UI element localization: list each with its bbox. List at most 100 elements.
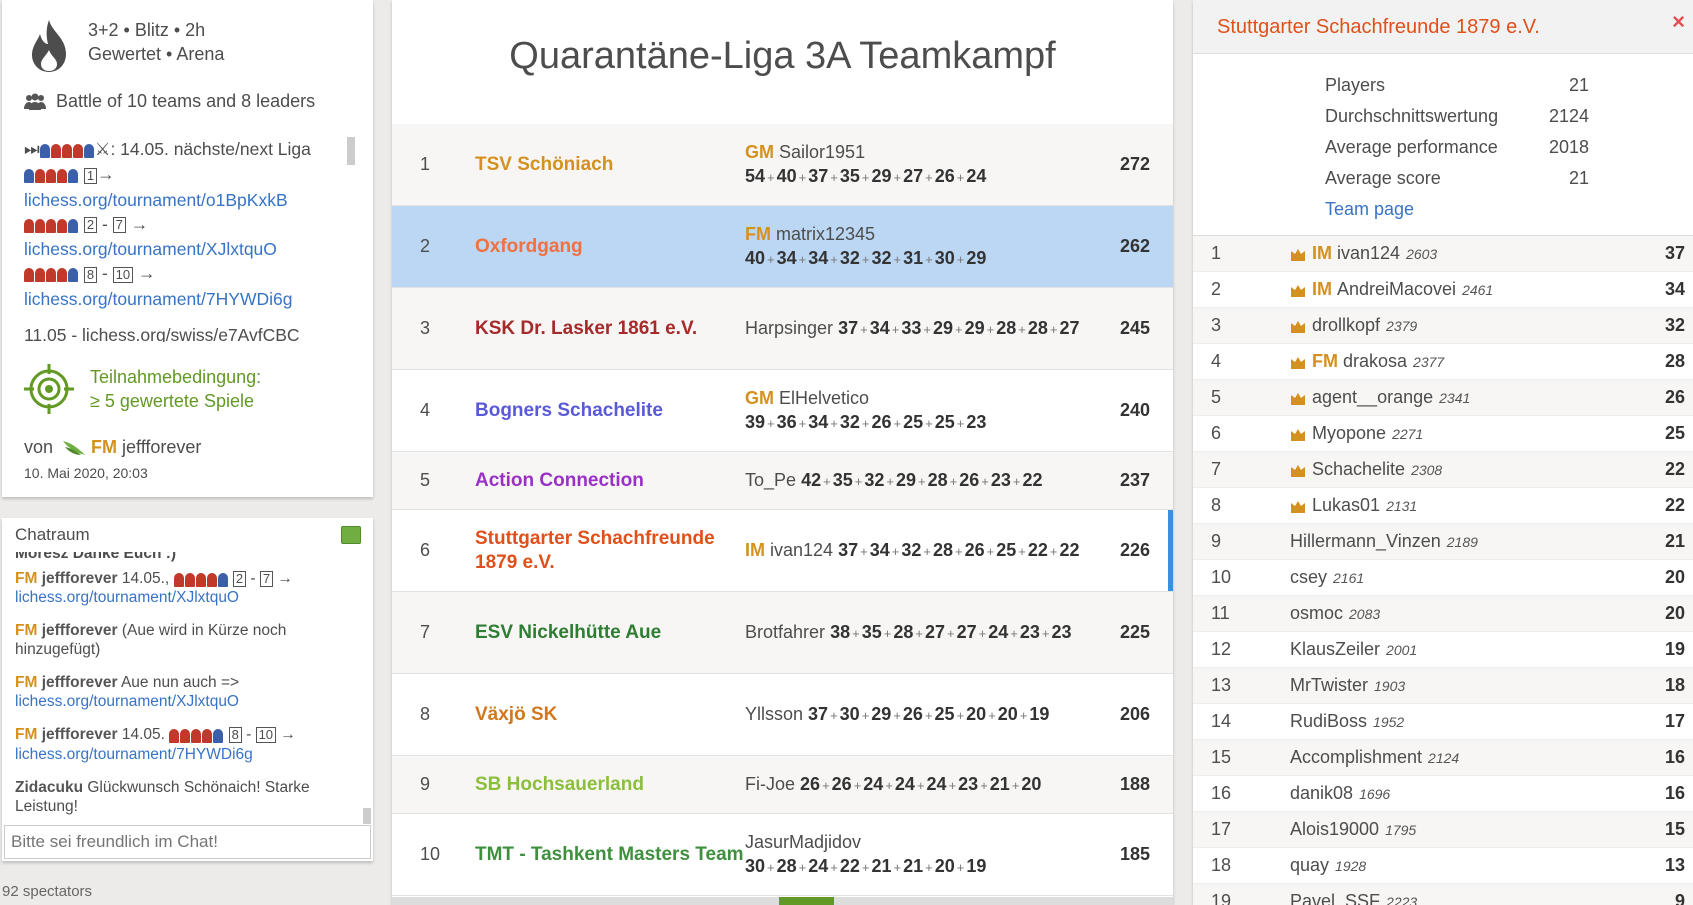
player-name[interactable]: quay — [1290, 855, 1330, 875]
standing-row[interactable]: 7 ESV Nickelhütte Aue Brotfahrer 38 +35 +28 +… — [392, 592, 1173, 674]
chat-user[interactable]: jeffforever — [41, 570, 118, 587]
team-player-row[interactable]: 3 drollkopf 2379 32 — [1193, 308, 1693, 344]
pawns-icon — [24, 164, 79, 188]
player-name[interactable]: drollkopf — [1312, 315, 1381, 335]
team-player-row[interactable]: 11 osmoc 2083 20 — [1193, 596, 1693, 632]
team-name[interactable]: Stuttgarter Schachfreunde 1879 e.V. — [475, 527, 715, 573]
team-player-row[interactable]: 1 IM ivan124 2603 37 — [1193, 236, 1693, 272]
player-name[interactable]: Schachelite — [1312, 459, 1406, 479]
player-name[interactable]: danik08 — [1290, 783, 1354, 803]
team-name[interactable]: Växjö SK — [475, 703, 558, 725]
leader-name[interactable]: Harpsinger — [745, 317, 834, 338]
team-player-row[interactable]: 7 Schachelite 2308 22 — [1193, 452, 1693, 488]
team-player-row[interactable]: 2 IM AndreiMacovei 2461 34 — [1193, 272, 1693, 308]
team-player-row[interactable]: 19 Pavel_SSF 2223 9 — [1193, 884, 1693, 905]
chat-input[interactable] — [4, 825, 371, 859]
leader-name[interactable]: JasurMadjidov — [745, 831, 862, 852]
team-standings: 1 TSV Schöniach GM Sailor1951 54 +40 +37 +35 +… — [392, 124, 1173, 896]
pagination-thumb[interactable] — [779, 897, 834, 905]
player-score: 21 — [1664, 531, 1685, 551]
chat-user[interactable]: jeffforever — [41, 674, 118, 692]
team-player-row[interactable]: 13 MrTwister 1903 18 — [1193, 668, 1693, 704]
team-player-row[interactable]: 5 agent__orange 2341 26 — [1193, 380, 1693, 416]
player-name[interactable]: AndreiMacovei — [1337, 279, 1457, 299]
player-name[interactable]: KlausZeiler — [1290, 639, 1381, 659]
player-name[interactable]: Alois19000 — [1290, 819, 1380, 839]
team-player-row[interactable]: 15 Accomplishment 2124 16 — [1193, 740, 1693, 776]
player-name[interactable]: Lukas01 — [1312, 495, 1381, 515]
team-player-row[interactable]: 9 Hillermann_Vinzen 2189 21 — [1193, 524, 1693, 560]
plus-sign: + — [915, 625, 923, 641]
chat-scrollbar[interactable] — [363, 808, 371, 824]
chat-user[interactable]: Zidacuku — [15, 778, 84, 796]
team-name[interactable]: Bogners Schachelite — [475, 399, 663, 421]
team-name[interactable]: ESV Nickelhütte Aue — [475, 621, 662, 643]
creator-name[interactable]: jeffforever — [122, 437, 202, 457]
standing-row[interactable]: 3 KSK Dr. Lasker 1861 e.V. Harpsinger 37 +3… — [392, 288, 1173, 370]
leader-name[interactable]: Brotfahrer — [745, 621, 826, 642]
description-scrollbar[interactable] — [347, 137, 355, 165]
team-player-row[interactable]: 8 Lukas01 2131 22 — [1193, 488, 1693, 524]
chat-user[interactable]: jeffforever — [41, 726, 118, 744]
standing-row[interactable]: 4 Bogners Schachelite GM ElHelvetico 39 +36… — [392, 370, 1173, 452]
player-name[interactable]: MrTwister — [1290, 675, 1368, 695]
standing-row[interactable]: 2 Oxfordgang FM matrix12345 40 +34 +34 +32 +32… — [392, 206, 1173, 288]
player-score: 24 — [966, 165, 987, 186]
player-name[interactable]: Pavel_SSF — [1290, 891, 1381, 905]
chat-toggle[interactable] — [341, 526, 361, 544]
player-name[interactable]: RudiBoss — [1290, 711, 1368, 731]
team-name[interactable]: KSK Dr. Lasker 1861 e.V. — [475, 317, 698, 339]
player-name[interactable]: csey — [1290, 567, 1328, 587]
chat-user[interactable]: jeffforever — [41, 622, 118, 640]
chat-link[interactable]: lichess.org/tournament/XJlxtquO — [15, 589, 239, 607]
team-player-row[interactable]: 4 FM drakosa 2377 28 — [1193, 344, 1693, 380]
plus-sign: + — [861, 859, 870, 875]
plus-sign: + — [886, 473, 894, 489]
team-player-row[interactable]: 16 danik08 1696 16 — [1193, 776, 1693, 812]
player-name[interactable]: Hillermann_Vinzen — [1290, 531, 1441, 551]
leader-name[interactable]: ivan124 — [770, 539, 834, 560]
team-name[interactable]: Action Connection — [475, 469, 644, 491]
team-player-row[interactable]: 10 csey 2161 20 — [1193, 560, 1693, 596]
player-name[interactable]: Myopone — [1312, 423, 1387, 443]
leader-name[interactable]: matrix12345 — [776, 223, 876, 244]
leader-name[interactable]: ElHelvetico — [779, 387, 870, 408]
player-name[interactable]: ivan124 — [1337, 243, 1401, 263]
player-name[interactable]: agent__orange — [1312, 387, 1434, 407]
player-name[interactable]: drakosa — [1343, 351, 1408, 371]
standing-row[interactable]: 6 Stuttgarter Schachfreunde 1879 e.V. IM i… — [392, 510, 1173, 592]
leader-name[interactable]: Sailor1951 — [779, 141, 866, 162]
crown-icon — [1291, 500, 1305, 513]
standing-row[interactable]: 1 TSV Schöniach GM Sailor1951 54 +40 +37 +35 +… — [392, 124, 1173, 206]
standing-row[interactable]: 9 SB Hochsauerland Fi-Joe 26 +26 +24 +24 +24 +2… — [392, 756, 1173, 814]
player-score: 30 — [745, 855, 766, 876]
tournament-link-3[interactable]: lichess.org/tournament/7HYWDi6g — [24, 288, 293, 309]
team-name[interactable]: TSV Schöniach — [475, 153, 614, 175]
battle-text: Battle of 10 teams and 8 leaders — [56, 91, 316, 111]
player-name[interactable]: osmoc — [1290, 603, 1344, 623]
team-name[interactable]: TMT - Tashkent Masters Team — [475, 843, 744, 865]
player-score: 15 — [1664, 819, 1685, 839]
team-player-row[interactable]: 12 KlausZeiler 2001 19 — [1193, 632, 1693, 668]
team-player-row[interactable]: 18 quay 1928 13 — [1193, 848, 1693, 884]
standing-row[interactable]: 8 Växjö SK Yllsson 37 +30 +29 +26 +25 +20 +20 +19… — [392, 674, 1173, 756]
team-name[interactable]: SB Hochsauerland — [475, 773, 644, 795]
tournament-link-1[interactable]: lichess.org/tournament/o1BpKxkB — [24, 189, 288, 210]
team-player-row[interactable]: 6 Myopone 2271 25 — [1193, 416, 1693, 452]
team-page-link[interactable]: Team page — [1325, 199, 1415, 219]
player-name[interactable]: Accomplishment — [1290, 747, 1423, 767]
chat-link[interactable]: lichess.org/tournament/7HYWDi6g — [15, 745, 253, 763]
chat-link[interactable]: lichess.org/tournament/XJlxtquO — [15, 693, 239, 711]
close-icon[interactable]: × — [1672, 9, 1685, 34]
team-player-row[interactable]: 14 RudiBoss 1952 17 — [1193, 704, 1693, 740]
team-player-row[interactable]: 17 Alois19000 1795 15 — [1193, 812, 1693, 848]
entry-condition: Teilnahmebedingung: ≥ 5 gewertete Spiele — [24, 364, 261, 414]
standing-row[interactable]: 10 TMT - Tashkent Masters Team JasurMadjid… — [392, 814, 1173, 896]
team-name[interactable]: Oxfordgang — [475, 235, 583, 257]
leader-name[interactable]: To_Pe — [745, 469, 797, 490]
standing-row[interactable]: 5 Action Connection To_Pe 42 +35 +32 +29 +28 +2… — [392, 452, 1173, 510]
leader-name[interactable]: Fi-Joe — [745, 773, 796, 794]
leader-name[interactable]: Yllsson — [745, 703, 804, 724]
tournament-link-2[interactable]: lichess.org/tournament/XJlxtquO — [24, 239, 277, 260]
tournament-info-box: 3+2 • Blitz • 2h Gewertet • Arena Battle… — [2, 0, 373, 497]
